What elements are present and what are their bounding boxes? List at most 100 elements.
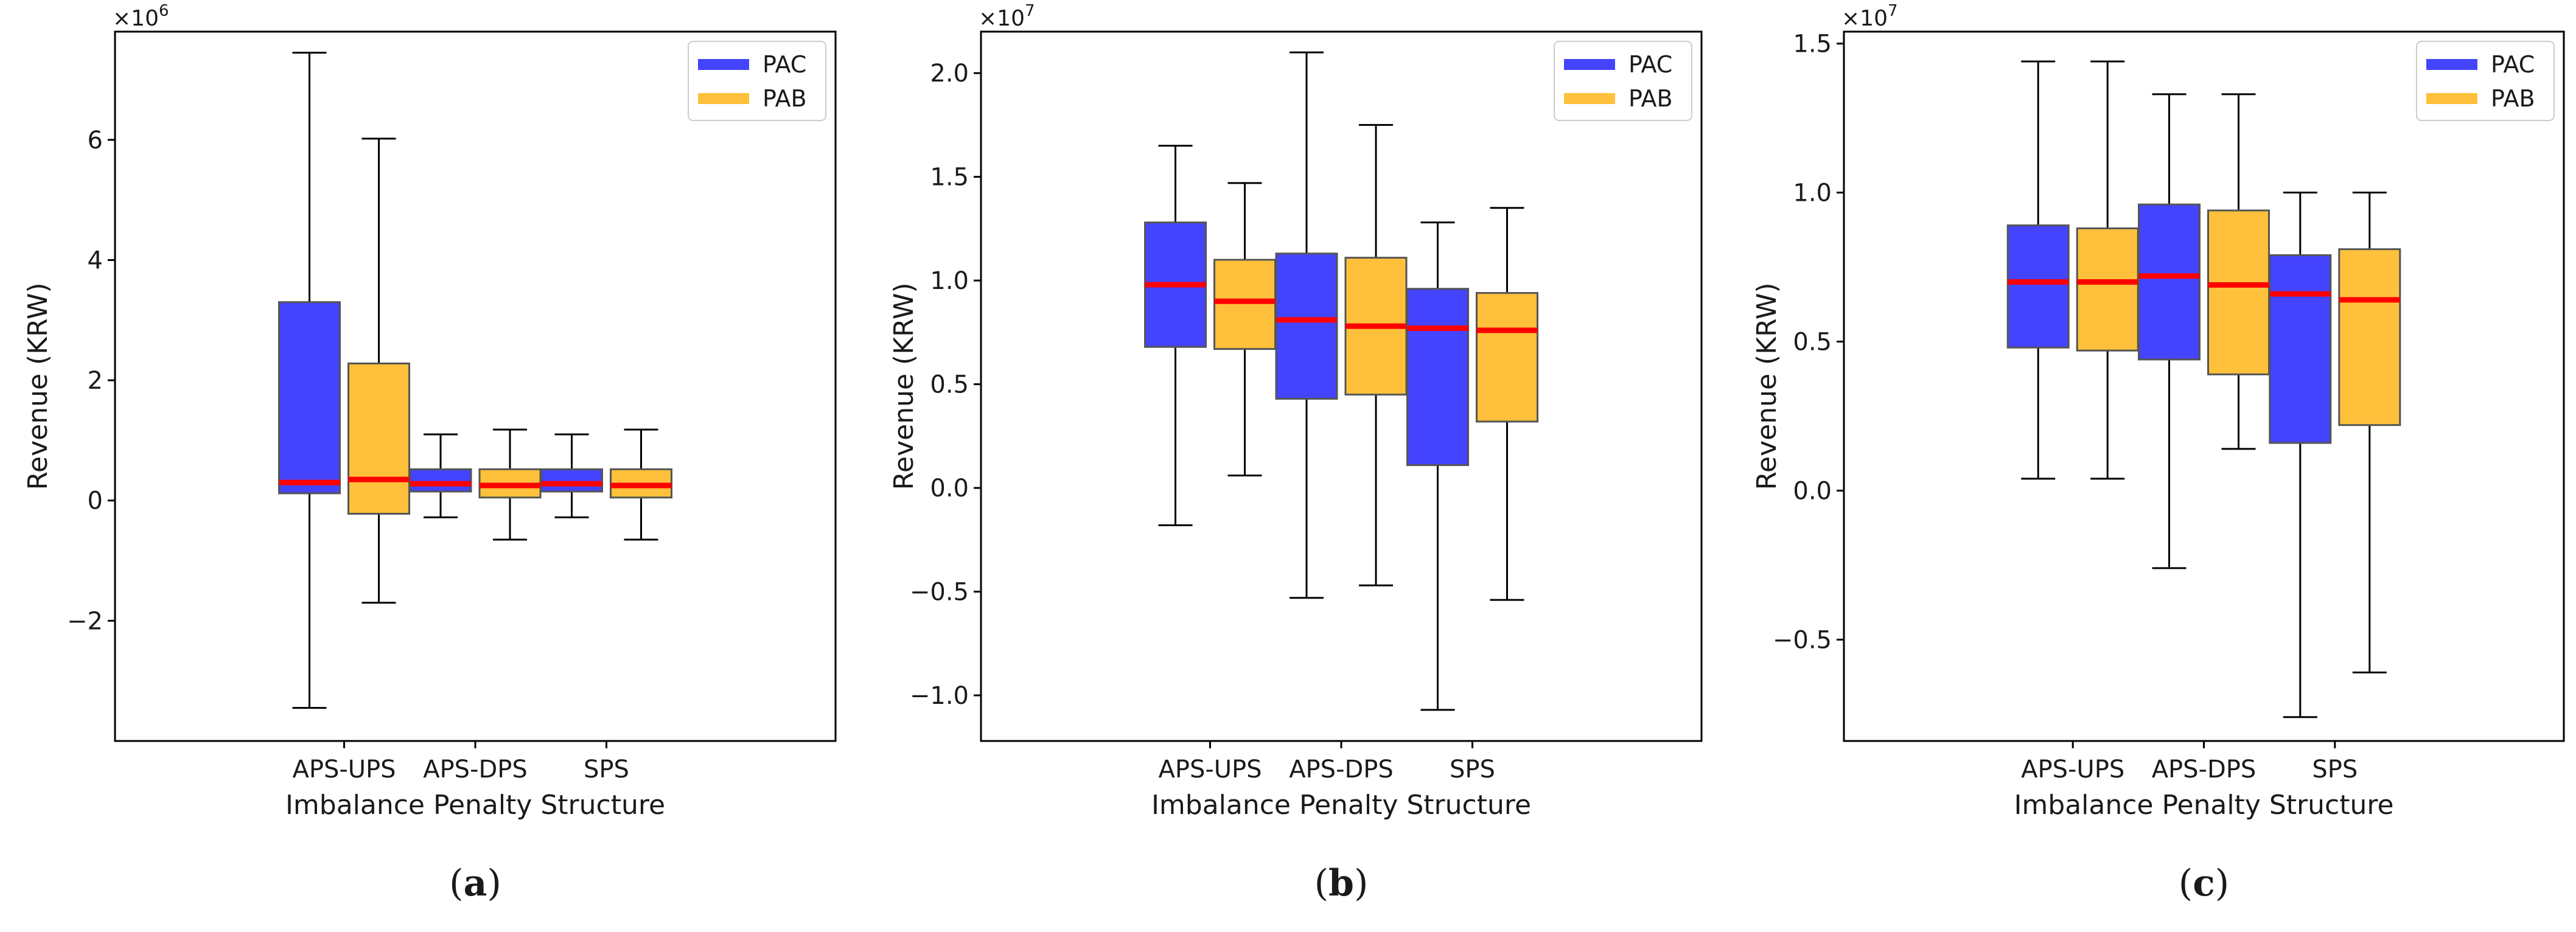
box-pac-aps-dps [409, 433, 472, 518]
box-pab-aps-ups [347, 137, 411, 604]
panel-caption: (c) [2179, 862, 2229, 905]
caption-open-paren: ( [449, 862, 463, 905]
iqr-box [2006, 224, 2070, 349]
box-pab-sps [609, 428, 672, 541]
panel-caption: (a) [449, 862, 501, 905]
y-tick-label: 0.5 [1793, 329, 1832, 356]
iqr-box [278, 301, 341, 495]
box-pac-aps-ups [1144, 145, 1207, 526]
iqr-box [2207, 209, 2270, 375]
y-tick-label: 0.5 [930, 371, 969, 399]
caption-close-paren: ) [487, 862, 501, 905]
x-tick-label: APS-UPS [1158, 756, 1262, 784]
legend-label: PAB [2491, 85, 2535, 112]
plot-frame [114, 30, 837, 742]
panel-caption: (b) [1314, 862, 1369, 905]
box-pab-sps [1475, 207, 1538, 601]
y-tick-label: −0.5 [1773, 626, 1832, 654]
x-tick-label: APS-UPS [292, 756, 396, 784]
iqr-box [2269, 254, 2332, 444]
caption-letter: a [464, 862, 487, 905]
y-multiplier-exponent: 6 [159, 2, 169, 20]
box-pac-sps [540, 433, 603, 518]
iqr-box [1275, 252, 1338, 400]
box-pac-sps [1406, 221, 1469, 711]
y-tick-label: 1.5 [930, 164, 969, 192]
y-multiplier-base: ×10 [979, 6, 1025, 31]
y-tick-label: 1.0 [930, 267, 969, 295]
caption-letter: b [1328, 862, 1354, 905]
y-tick-label: 2.0 [930, 60, 969, 88]
y-multiplier-exponent: 7 [1025, 2, 1035, 20]
box-pac-aps-dps [2138, 93, 2201, 569]
box-pab-aps-ups [2076, 60, 2139, 480]
caption-close-paren: ) [2215, 862, 2229, 905]
iqr-box [409, 468, 472, 493]
box-pab-aps-dps [1344, 123, 1408, 586]
y-tick-label: 0.0 [930, 475, 969, 503]
y-tick-label: 1.0 [1793, 179, 1832, 207]
y-multiplier-base: ×10 [113, 6, 159, 31]
y-tick-label: −1.0 [910, 682, 969, 710]
x-tick-label: APS-DPS [1289, 756, 1394, 784]
y-tick-label: −2 [67, 607, 103, 635]
box-pab-aps-ups [1213, 182, 1277, 477]
box-pac-sps [2269, 192, 2332, 718]
caption-close-paren: ) [1354, 862, 1368, 905]
box-pab-aps-dps [478, 428, 542, 541]
panel-c: −0.5 0.0 0.5 1.0 1.5 ×107 APS-UPS APS-DPS SPS Imb… [1751, 2, 2565, 905]
legend: PAC PAB [688, 41, 826, 121]
legend-label: PAC [763, 51, 806, 78]
caption-letter: c [2193, 862, 2215, 905]
x-tick-label: APS-DPS [423, 756, 528, 784]
iqr-box [1213, 259, 1277, 350]
caption-open-paren: ( [2179, 862, 2193, 905]
x-tick-label: APS-UPS [2021, 756, 2124, 784]
legend-label: PAC [1628, 51, 1672, 78]
y-axis-label: Revenue (KRW) [888, 282, 920, 490]
y-multiplier: ×107 [1841, 2, 1898, 31]
x-axis-label: Imbalance Penalty Structure [1151, 790, 1531, 821]
y-axis-label: Revenue (KRW) [23, 282, 54, 490]
y-multiplier: ×107 [979, 2, 1035, 31]
plot-frame [1843, 30, 2565, 742]
plot-frame [980, 30, 1703, 742]
y-tick-label: 6 [88, 127, 103, 155]
caption-open-paren: ( [1314, 862, 1328, 905]
legend: PAC PAB [1554, 41, 1692, 121]
y-tick-label: 2 [88, 367, 103, 395]
box-pab-aps-dps [2207, 93, 2270, 450]
y-tick-label: 0 [88, 487, 103, 515]
iqr-box [2138, 203, 2201, 361]
iqr-box [2338, 248, 2401, 426]
iqr-box [2076, 227, 2139, 352]
y-axis-label: Revenue (KRW) [1751, 282, 1782, 490]
x-axis-label: Imbalance Penalty Structure [2014, 790, 2393, 821]
box-pac-aps-dps [1275, 51, 1338, 599]
x-tick-label: SPS [584, 756, 629, 784]
iqr-box [347, 362, 411, 515]
legend: PAC PAB [2416, 41, 2555, 121]
iqr-box [1406, 288, 1469, 467]
x-tick-label: SPS [2312, 756, 2358, 784]
panel-b: −1.0 −0.5 0.0 0.5 1.0 1.5 2.0 ×107 APS-UPS APS-DP… [888, 2, 1703, 905]
x-tick-label: APS-DPS [2152, 756, 2257, 784]
y-multiplier-exponent: 7 [1888, 2, 1898, 20]
box-pab-sps [2338, 192, 2401, 673]
y-tick-label: 0.0 [1793, 477, 1832, 505]
iqr-box [540, 468, 603, 493]
legend-label: PAB [763, 85, 807, 112]
legend-label: PAC [2491, 51, 2535, 78]
y-multiplier: ×106 [113, 2, 169, 31]
x-tick-label: SPS [1450, 756, 1495, 784]
box-pac-aps-ups [278, 52, 341, 709]
y-multiplier-base: ×10 [1841, 6, 1888, 31]
box-pac-aps-ups [2006, 60, 2070, 480]
y-tick-label: 4 [88, 246, 103, 274]
iqr-box [1475, 292, 1538, 423]
x-axis-label: Imbalance Penalty Structure [285, 790, 665, 821]
legend-label: PAB [1628, 85, 1673, 112]
y-tick-label: −0.5 [910, 579, 969, 607]
